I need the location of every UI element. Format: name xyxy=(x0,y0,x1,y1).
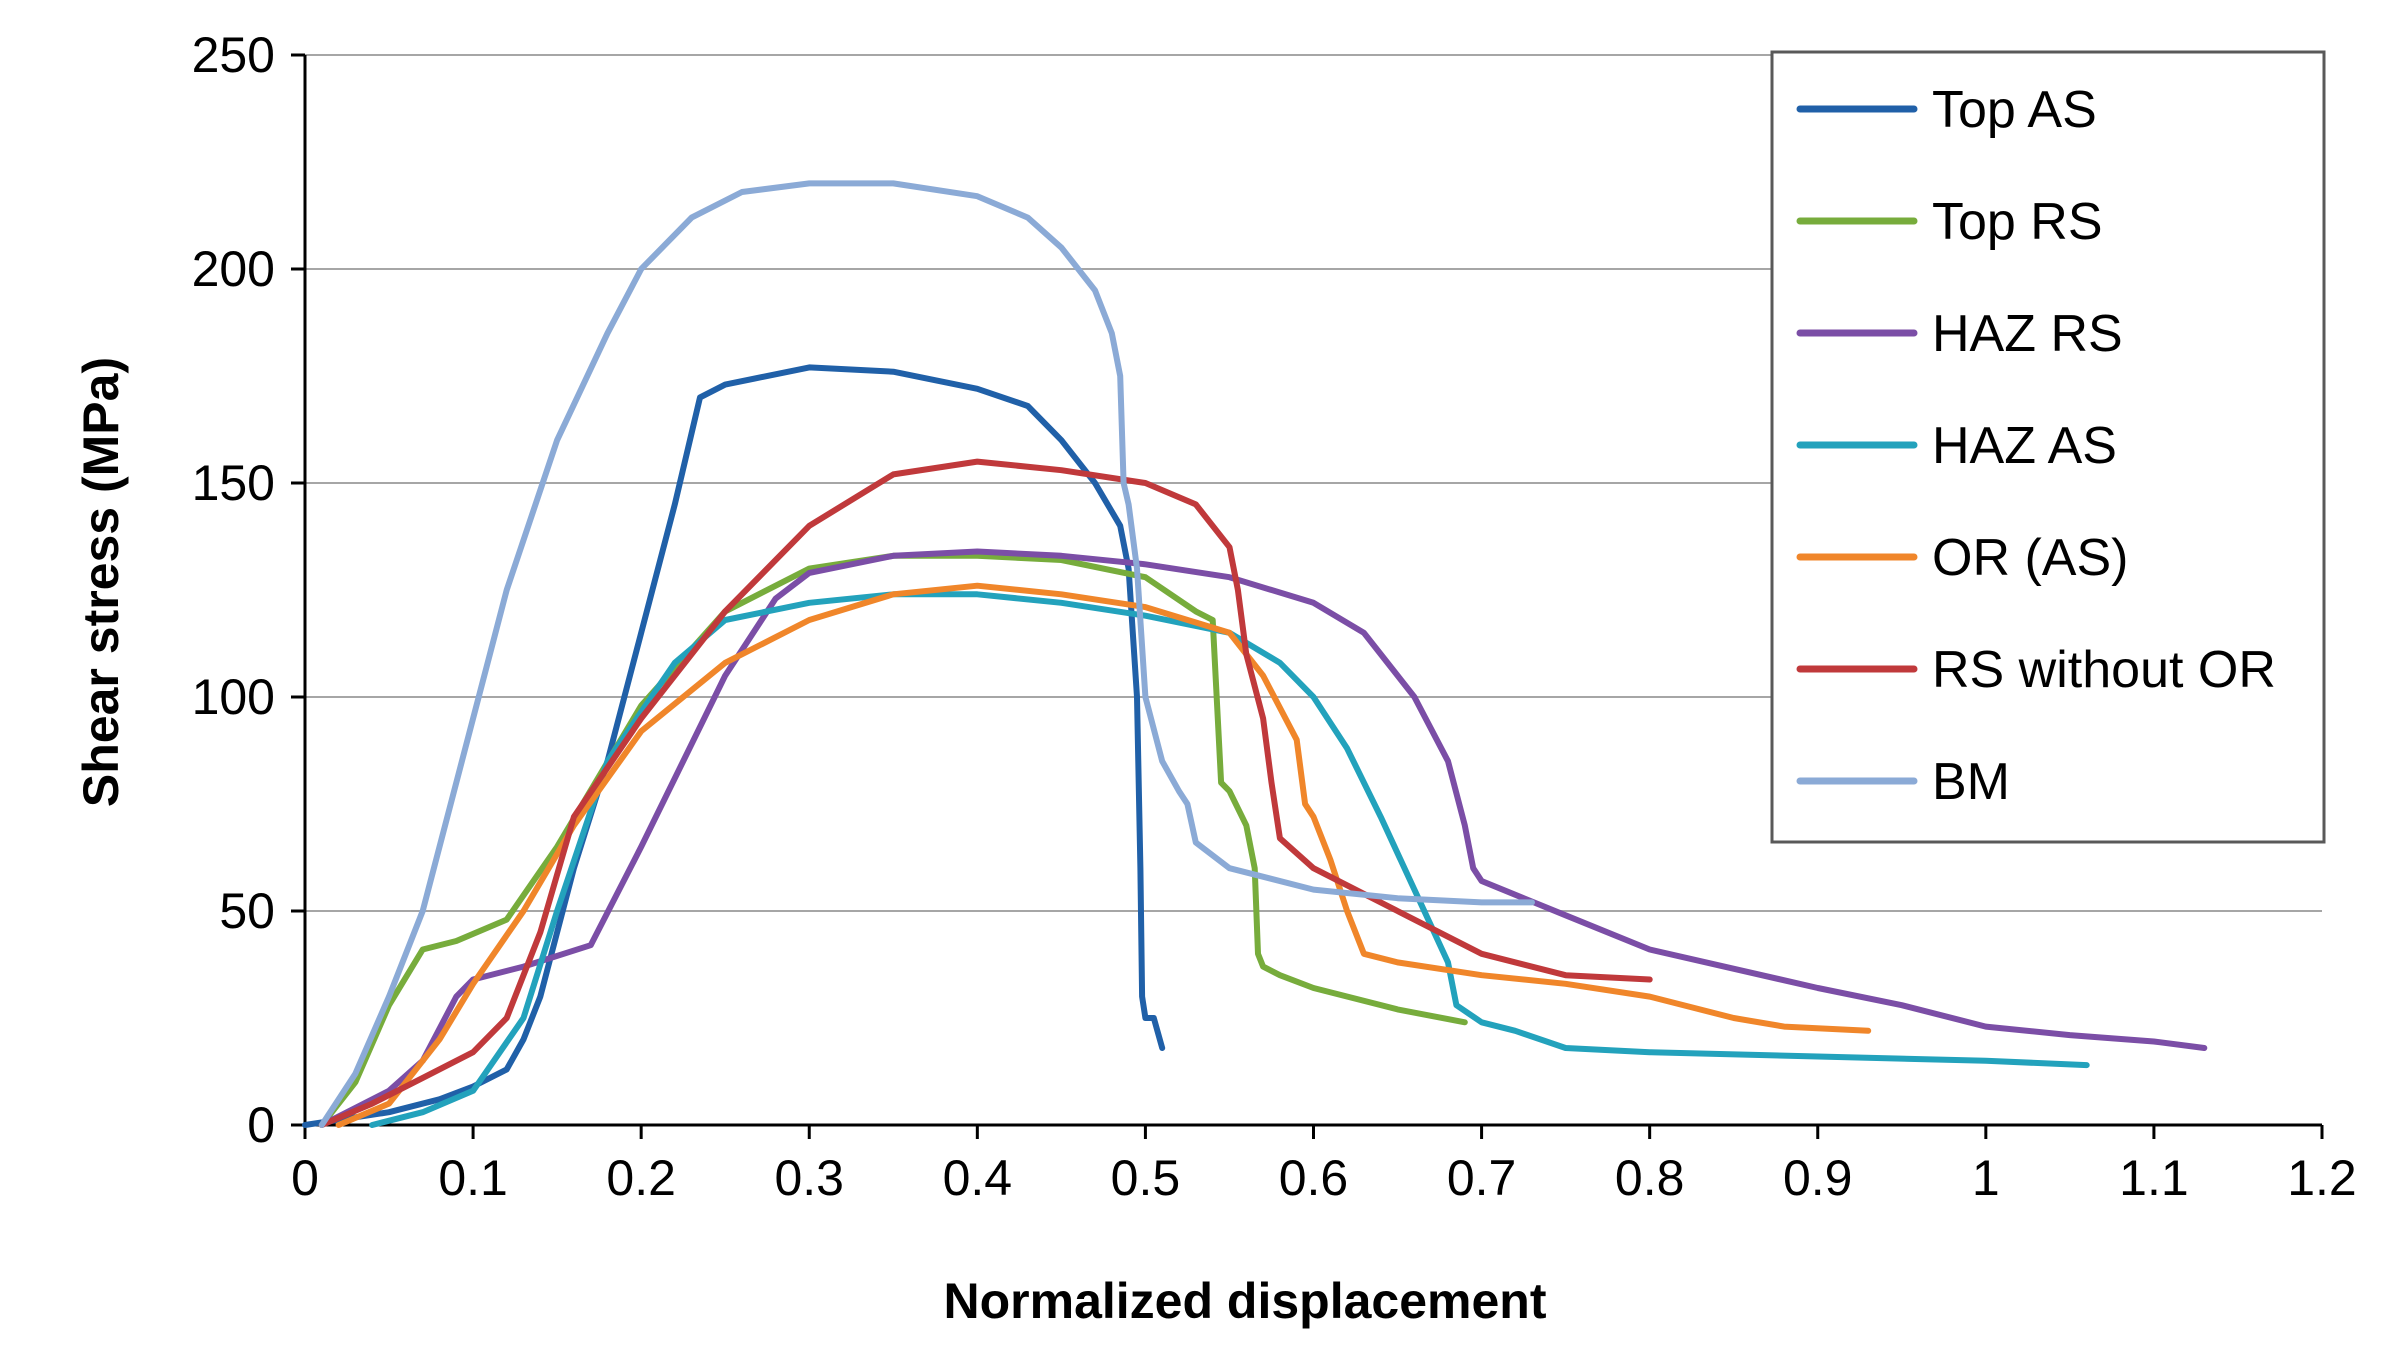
y-tick-label-3: 150 xyxy=(192,455,275,511)
y-tick-label-0: 0 xyxy=(247,1097,275,1153)
legend-label-haz-rs: HAZ RS xyxy=(1932,305,2123,363)
legend-label-bm: BM xyxy=(1932,753,2010,811)
y-tick-label-2: 100 xyxy=(192,669,275,725)
x-tick-label-7: 0.7 xyxy=(1447,1150,1517,1206)
series-line-top-rs xyxy=(318,552,1468,1128)
series-lines xyxy=(302,180,2208,1128)
x-tick-label-9: 0.9 xyxy=(1783,1150,1853,1206)
series-line-top-as xyxy=(302,364,1166,1128)
y-tick-label-4: 200 xyxy=(192,241,275,297)
x-tick-label-2: 0.2 xyxy=(606,1150,676,1206)
series-line-haz-rs xyxy=(318,548,2208,1128)
x-tick-label-5: 0.5 xyxy=(1111,1150,1181,1206)
legend-label-top-as: Top AS xyxy=(1932,81,2097,139)
y-tick-label-1: 50 xyxy=(219,883,275,939)
y-axis-title: Shear stress (MPa) xyxy=(73,357,129,807)
legend-label-top-rs: Top RS xyxy=(1932,193,2103,251)
axes xyxy=(291,53,2324,1139)
x-tick-label-6: 0.6 xyxy=(1279,1150,1349,1206)
x-tick-label-8: 0.8 xyxy=(1615,1150,1685,1206)
x-tick-label-4: 0.4 xyxy=(943,1150,1013,1206)
legend: Top AS Top RS HAZ RS HAZ AS OR (AS) RS withou… xyxy=(1770,50,2326,844)
legend-label-haz-as: HAZ AS xyxy=(1932,417,2117,475)
y-tick-label-5: 250 xyxy=(192,27,275,83)
x-tick-label-12: 1.2 xyxy=(2287,1150,2357,1206)
x-tick-label-3: 0.3 xyxy=(774,1150,844,1206)
x-axis-title: Normalized displacement xyxy=(944,1273,1547,1329)
series-line-haz-as xyxy=(369,591,2090,1128)
tick-labels: 0 50 100 150 200 250 0 0.1 0.2 0.3 0.4 0.5 0.6 0.7 0.8… xyxy=(192,27,2357,1206)
legend-label-or-as-: OR (AS) xyxy=(1932,529,2128,587)
x-tick-label-0: 0 xyxy=(291,1150,319,1206)
legend-label-rs-without-or: RS without OR xyxy=(1932,641,2276,699)
series-line-bm xyxy=(318,180,1535,1128)
series-line-or-as- xyxy=(335,582,1872,1128)
x-tick-label-11: 1.1 xyxy=(2119,1150,2189,1206)
x-tick-label-10: 1 xyxy=(1972,1150,2000,1206)
series-line-rs-without-or xyxy=(318,458,1653,1128)
x-tick-label-1: 0.1 xyxy=(438,1150,508,1206)
